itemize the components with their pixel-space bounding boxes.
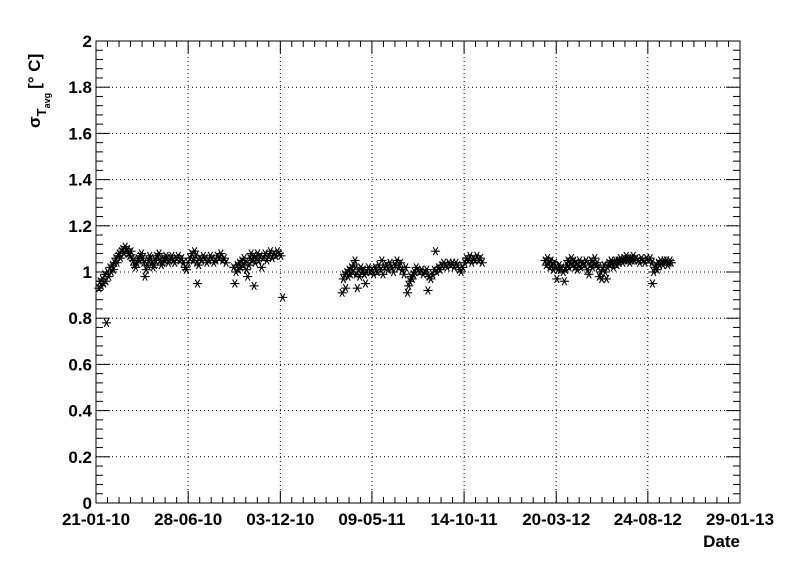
data-point	[341, 283, 351, 293]
x-axis-title: Date	[703, 532, 740, 551]
data-point	[219, 253, 229, 263]
data-point	[360, 279, 371, 288]
data-point	[430, 246, 441, 256]
y-axis-title: σTavg [° C]	[25, 54, 52, 128]
x-tick-label: 21-01-10	[62, 510, 130, 529]
data-point	[189, 246, 200, 256]
data-point	[477, 258, 487, 268]
y-axis-title-sub1: T	[34, 108, 49, 116]
data-point	[257, 263, 267, 272]
x-tick-label: 24-08-12	[614, 510, 682, 529]
data-point	[592, 258, 602, 268]
data-point	[456, 267, 466, 277]
data-point	[126, 246, 136, 256]
data-point	[136, 249, 147, 258]
data-point	[177, 253, 187, 263]
data-point	[276, 251, 286, 261]
data-point	[112, 258, 122, 268]
data-point	[352, 283, 362, 293]
data-point	[458, 263, 468, 272]
data-point	[243, 272, 253, 281]
x-tick-label: 09-05-11	[338, 510, 405, 529]
data-point	[192, 279, 203, 288]
y-tick-labels: 0 0.2 0.4 0.6 0.8 1 1.2 1.4 1.6 1.8 2	[68, 32, 92, 513]
y-axis-title-sub2: avg	[42, 93, 52, 109]
y-tick-label: 1	[83, 263, 92, 282]
x-tick-labels: 21-01-10 28-06-10 03-12-10 09-05-11 14-10-11…	[62, 510, 774, 529]
y-tick-label: 1.2	[68, 217, 92, 236]
y-axis-title-sigma: σ	[25, 116, 44, 128]
data-point	[337, 288, 347, 298]
data-point	[140, 272, 150, 281]
data-point	[388, 267, 399, 277]
y-tick-label: 1.6	[68, 124, 92, 143]
data-point	[350, 256, 360, 265]
y-tick-label: 0	[83, 494, 92, 513]
x-tick-label: 03-12-10	[246, 510, 314, 529]
y-tick-label: 0.4	[68, 402, 92, 421]
data-point	[552, 274, 562, 284]
data-point	[559, 276, 570, 286]
data-point	[435, 265, 445, 274]
data-point	[108, 265, 119, 274]
data-point	[249, 281, 259, 291]
data-point	[278, 293, 288, 302]
data-point	[423, 286, 433, 295]
x-tick-label: 14-10-11	[431, 510, 498, 529]
data-point	[230, 279, 240, 288]
data-point	[154, 249, 164, 258]
data-point	[584, 270, 594, 279]
data-point	[426, 274, 436, 284]
data-point	[101, 318, 112, 328]
y-tick-label: 0.6	[68, 355, 92, 374]
data-points	[94, 242, 676, 328]
y-tick-label: 0.2	[68, 448, 92, 467]
data-point	[141, 265, 151, 274]
x-tick-label: 28-06-10	[154, 510, 222, 529]
data-point	[404, 281, 414, 291]
data-point	[601, 274, 612, 284]
y-tick-label: 0.8	[68, 309, 92, 328]
data-point	[349, 260, 359, 270]
data-point	[647, 279, 658, 288]
data-point	[378, 270, 388, 279]
data-point	[115, 253, 126, 263]
data-point	[216, 249, 226, 258]
data-point	[407, 274, 417, 284]
y-axis-title-unit: [° C]	[25, 54, 44, 89]
y-tick-label: 2	[83, 32, 92, 51]
x-tick-label: 20-03-12	[522, 510, 590, 529]
data-point	[666, 258, 676, 268]
data-point	[181, 265, 192, 274]
axis-ticks	[95, 40, 741, 504]
y-tick-label: 1.4	[68, 171, 92, 190]
data-point	[244, 260, 254, 270]
x-tick-label: 29-01-13	[706, 510, 774, 529]
data-point	[395, 258, 406, 268]
data-point	[399, 270, 409, 279]
data-point	[131, 263, 141, 272]
data-point	[402, 288, 413, 298]
data-point	[475, 253, 486, 263]
data-point	[401, 263, 411, 272]
data-point	[645, 253, 655, 263]
grid	[96, 41, 740, 503]
data-point	[221, 258, 231, 268]
data-point	[377, 256, 387, 265]
y-tick-label: 1.8	[68, 78, 92, 97]
